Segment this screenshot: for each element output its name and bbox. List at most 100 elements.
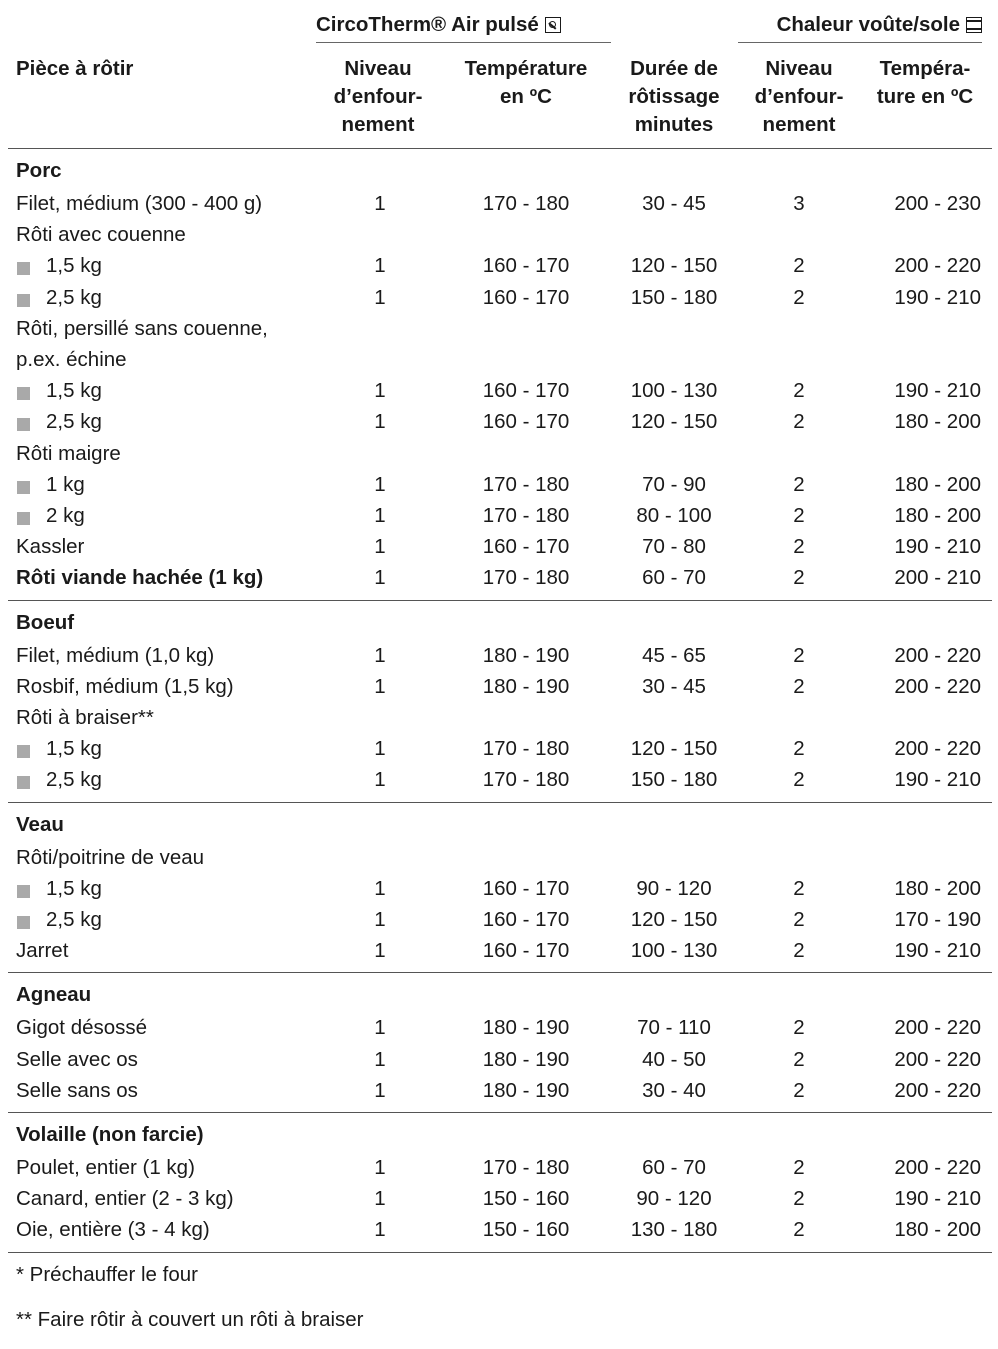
niveau-circotherm-cell: 1 — [374, 1078, 386, 1102]
table-rule — [8, 801, 992, 803]
temperature-circotherm-cell: 180 - 190 — [482, 1047, 570, 1071]
niveau-circotherm-cell: 1 — [374, 192, 386, 215]
temperature-circotherm-cell: 170 - 180 — [482, 768, 570, 792]
square-bullet-icon — [17, 745, 30, 759]
temperature-circotherm-cell: 180 - 190 — [482, 1016, 570, 1040]
row-label: Jarret — [16, 939, 69, 963]
niveau-circotherm-cell: 1 — [374, 939, 386, 963]
temperature-circotherm-cell: 170 - 180 — [482, 192, 570, 215]
section-title: Agneau — [16, 983, 92, 1007]
niveau-circotherm-cell: 1 — [374, 1187, 386, 1211]
section-title: Boeuf — [16, 610, 75, 634]
row-label: 1,5 kg — [46, 379, 102, 403]
duree-cell: 30 - 45 — [642, 192, 706, 215]
niveau-circotherm-cell: 1 — [374, 1156, 386, 1179]
temperature-circotherm-cell: 170 - 180 — [482, 566, 570, 590]
niveau-voute-cell: 2 — [793, 1016, 805, 1040]
temperature-voute-cell: 170 - 190 — [894, 908, 981, 931]
table-row: 1,5 kg 1 160 - 170 90 - 120 2 180 - 200 — [0, 875, 998, 906]
table-row: Selle avec os 1 180 - 190 40 - 50 2 200 - 220 — [0, 1046, 998, 1077]
table-row: 2 kg 1 170 - 180 80 - 100 2 180 - 200 — [0, 502, 998, 533]
duree-cell: 120 - 150 — [630, 410, 718, 434]
temperature-voute-cell: 200 - 220 — [894, 1156, 981, 1179]
niveau-circotherm-cell: 1 — [374, 566, 386, 590]
niveau-voute-cell: 2 — [793, 472, 805, 496]
niveau-circotherm-cell: 1 — [374, 737, 386, 761]
table-row: 2,5 kg 1 160 - 170 120 - 150 2 170 - 190 — [0, 906, 998, 937]
temperature-voute-cell: 200 - 220 — [894, 1016, 981, 1040]
temperature-circotherm-cell: 160 - 170 — [482, 908, 570, 931]
table-row: 1 kg 1 170 - 180 70 - 90 2 180 - 200 — [0, 471, 998, 502]
row-label: Rôti viande hachée (1 kg) — [16, 566, 264, 590]
header-line: Température — [464, 57, 588, 80]
column-header-temperature-voute: Tempéra- ture en ºC — [860, 55, 990, 111]
niveau-voute-cell: 2 — [793, 504, 805, 527]
temperature-circotherm-cell: 180 - 190 — [482, 643, 570, 667]
temperature-circotherm-cell: 160 - 170 — [482, 535, 570, 559]
temperature-circotherm-cell: 150 - 160 — [482, 1218, 570, 1242]
temperature-voute-cell: 200 - 230 — [894, 192, 981, 215]
row-label: 2,5 kg — [46, 410, 102, 434]
row-label: Rôti avec couenne — [16, 223, 186, 247]
niveau-voute-cell: 2 — [793, 566, 805, 590]
niveau-voute-cell: 2 — [793, 254, 805, 278]
temperature-circotherm-cell: 160 - 170 — [482, 410, 570, 434]
temperature-voute-cell: 190 - 210 — [894, 939, 981, 963]
circotherm-label: CircoTherm® Air pulsé — [316, 13, 539, 36]
column-header-niveau-voute: Niveau d’enfour- nement — [749, 55, 849, 139]
niveau-voute-cell: 3 — [793, 192, 805, 215]
niveau-voute-cell: 2 — [793, 737, 805, 761]
temperature-voute-cell: 180 - 200 — [894, 472, 981, 496]
table-row: Rôti avec couenne — [0, 221, 998, 252]
row-label: Canard, entier (2 - 3 kg) — [16, 1187, 234, 1211]
temperature-circotherm-cell: 160 - 170 — [482, 379, 570, 403]
table-row: p.ex. échine — [0, 346, 998, 377]
duree-cell: 130 - 180 — [630, 1218, 718, 1242]
duree-cell: 80 - 100 — [636, 504, 712, 527]
temperature-voute-cell: 190 - 210 — [894, 1187, 981, 1211]
duree-cell: 120 - 150 — [630, 908, 718, 931]
header-line: Durée de — [630, 57, 718, 80]
temperature-circotherm-cell: 160 - 170 — [482, 876, 570, 900]
top-bottom-heat-label: Chaleur voûte/sole — [776, 13, 960, 36]
table-row: Kassler 1 160 - 170 70 - 80 2 190 - 210 — [0, 533, 998, 564]
row-label: 1,5 kg — [46, 876, 102, 900]
row-label: 1 kg — [46, 472, 85, 496]
temperature-voute-cell: 190 - 210 — [894, 379, 981, 403]
column-header-piece: Pièce à rôtir — [16, 57, 134, 80]
niveau-circotherm-cell: 1 — [374, 472, 386, 496]
table-row: 2,5 kg 1 160 - 170 120 - 150 2 180 - 200 — [0, 408, 998, 439]
temperature-voute-cell: 200 - 220 — [894, 1078, 981, 1102]
duree-cell: 70 - 80 — [642, 535, 706, 559]
table-rule — [8, 1251, 992, 1253]
row-label: Selle sans os — [16, 1078, 138, 1102]
header-line: Niveau — [344, 57, 412, 80]
section-title: Veau — [16, 812, 64, 836]
duree-cell: 70 - 110 — [637, 1016, 711, 1040]
row-label: 1,5 kg — [46, 737, 102, 761]
row-label: Oie, entière (3 - 4 kg) — [16, 1218, 210, 1242]
niveau-voute-cell: 2 — [793, 643, 805, 667]
temperature-circotherm-cell: 170 - 180 — [482, 1156, 570, 1179]
square-bullet-icon — [17, 262, 30, 276]
header-line: minutes — [634, 113, 714, 136]
row-label: p.ex. échine — [16, 348, 127, 371]
circotherm-group-underline — [316, 42, 611, 43]
temperature-voute-cell: 180 - 200 — [894, 504, 981, 527]
duree-cell: 30 - 45 — [642, 674, 706, 698]
table-row: Selle sans os 1 180 - 190 30 - 40 2 200 - 220 — [0, 1077, 998, 1108]
square-bullet-icon — [17, 480, 30, 494]
temperature-voute-cell: 200 - 220 — [894, 674, 981, 698]
niveau-voute-cell: 2 — [793, 1187, 805, 1211]
row-label: 2,5 kg — [46, 285, 102, 309]
square-bullet-icon — [17, 512, 30, 525]
table-row: 1,5 kg 1 160 - 170 120 - 150 2 200 - 220 — [0, 252, 998, 283]
table-row: Canard, entier (2 - 3 kg) 1 150 - 160 90 - … — [0, 1185, 998, 1216]
niveau-voute-cell: 2 — [793, 1156, 805, 1179]
row-label: 2 kg — [46, 504, 85, 527]
niveau-circotherm-cell: 1 — [374, 1047, 386, 1071]
row-label: 2,5 kg — [46, 768, 102, 792]
table-row: Rôti maigre — [0, 440, 998, 471]
niveau-voute-cell: 2 — [793, 674, 805, 698]
temperature-circotherm-cell: 160 - 170 — [482, 285, 570, 309]
